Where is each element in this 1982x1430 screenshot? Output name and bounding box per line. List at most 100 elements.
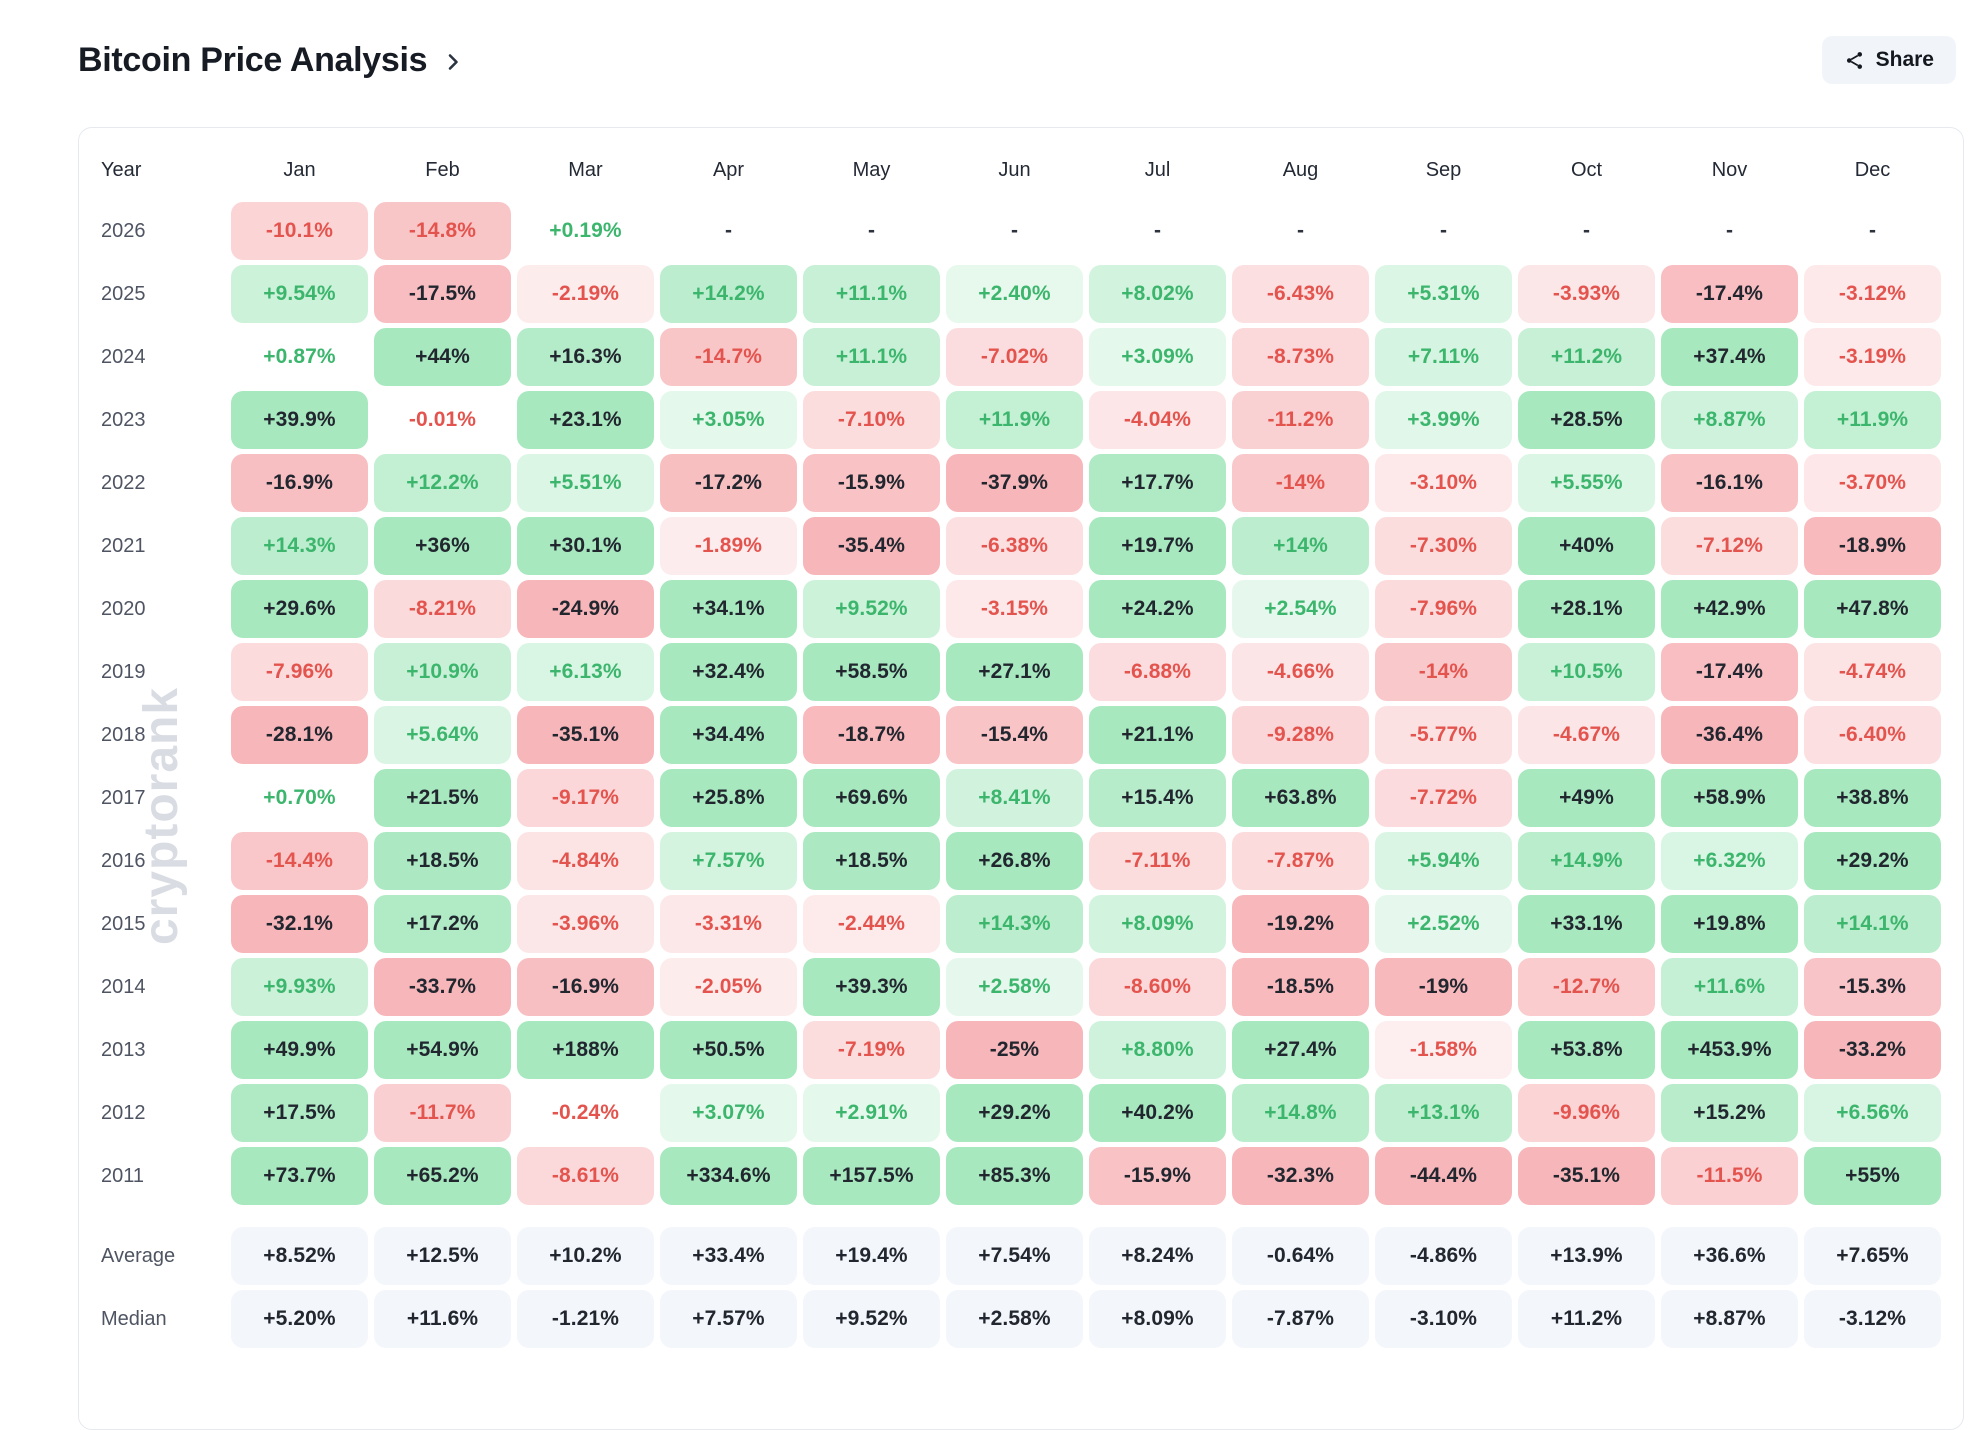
return-cell: -16.9% bbox=[517, 958, 654, 1016]
return-cell: +28.5% bbox=[1518, 391, 1655, 449]
summary-cell: +11.6% bbox=[374, 1290, 511, 1348]
return-cell: +17.7% bbox=[1089, 454, 1226, 512]
return-cell: +73.7% bbox=[231, 1147, 368, 1205]
return-cell: -3.10% bbox=[1375, 454, 1512, 512]
return-cell: +188% bbox=[517, 1021, 654, 1079]
month-header: Dec bbox=[1854, 158, 1891, 181]
year-label: 2018 bbox=[101, 723, 146, 746]
return-cell: -7.12% bbox=[1661, 517, 1798, 575]
return-cell: -19.2% bbox=[1232, 895, 1369, 953]
year-label: 2020 bbox=[101, 597, 146, 620]
return-cell: -4.74% bbox=[1804, 643, 1941, 701]
return-cell: +19.7% bbox=[1089, 517, 1226, 575]
return-cell: -35.1% bbox=[1518, 1147, 1655, 1205]
return-cell: -28.1% bbox=[231, 706, 368, 764]
summary-cell: +12.5% bbox=[374, 1227, 511, 1285]
return-cell: +29.2% bbox=[946, 1084, 1083, 1142]
return-cell: +5.55% bbox=[1518, 454, 1655, 512]
return-cell: +5.94% bbox=[1375, 832, 1512, 890]
chevron-right-icon bbox=[441, 50, 465, 74]
return-cell: -11.2% bbox=[1232, 391, 1369, 449]
return-cell: +18.5% bbox=[374, 832, 511, 890]
summary-cell: +19.4% bbox=[803, 1227, 940, 1285]
return-cell: -7.96% bbox=[231, 643, 368, 701]
return-cell: +14.9% bbox=[1518, 832, 1655, 890]
return-cell: -14% bbox=[1375, 643, 1512, 701]
return-cell: - bbox=[1296, 219, 1305, 242]
return-cell: +14.1% bbox=[1804, 895, 1941, 953]
year-label: 2023 bbox=[101, 408, 146, 431]
summary-cell: -4.86% bbox=[1375, 1227, 1512, 1285]
return-cell: -4.84% bbox=[517, 832, 654, 890]
return-cell: +334.6% bbox=[660, 1147, 797, 1205]
return-cell: +8.87% bbox=[1661, 391, 1798, 449]
return-cell: +14.2% bbox=[660, 265, 797, 323]
return-cell: +5.51% bbox=[517, 454, 654, 512]
return-cell: -35.1% bbox=[517, 706, 654, 764]
return-cell: - bbox=[1439, 219, 1448, 242]
summary-cell: -3.10% bbox=[1375, 1290, 1512, 1348]
summary-rows: Average +8.52% +12.5% +10.2% +33.4% +19.4% +7.… bbox=[101, 1227, 1941, 1348]
return-cell: +34.1% bbox=[660, 580, 797, 638]
return-cell: -36.4% bbox=[1661, 706, 1798, 764]
return-cell: -14% bbox=[1232, 454, 1369, 512]
share-button[interactable]: Share bbox=[1821, 36, 1956, 84]
month-header: Jun bbox=[998, 158, 1031, 181]
return-cell: -3.70% bbox=[1804, 454, 1941, 512]
return-cell: -18.7% bbox=[803, 706, 940, 764]
year-column-header: Year bbox=[101, 158, 142, 181]
return-cell: +7.11% bbox=[1375, 328, 1512, 386]
return-cell: -14.7% bbox=[660, 328, 797, 386]
return-cell: -14.8% bbox=[374, 202, 511, 260]
return-cell: +55% bbox=[1804, 1147, 1941, 1205]
return-cell: -35.4% bbox=[803, 517, 940, 575]
return-cell: +6.56% bbox=[1804, 1084, 1941, 1142]
summary-cell: -3.12% bbox=[1804, 1290, 1941, 1348]
return-cell: - bbox=[724, 219, 733, 242]
year-label: 2017 bbox=[101, 786, 146, 809]
return-cell: +0.87% bbox=[263, 345, 336, 368]
return-cell: -7.87% bbox=[1232, 832, 1369, 890]
return-cell: +39.3% bbox=[803, 958, 940, 1016]
summary-cell: -1.21% bbox=[517, 1290, 654, 1348]
month-header: Aug bbox=[1282, 158, 1319, 181]
return-cell: +9.93% bbox=[231, 958, 368, 1016]
return-cell: +38.8% bbox=[1804, 769, 1941, 827]
return-cell: -11.5% bbox=[1661, 1147, 1798, 1205]
return-cell: -33.7% bbox=[374, 958, 511, 1016]
return-cell: +24.2% bbox=[1089, 580, 1226, 638]
return-cell: +53.8% bbox=[1518, 1021, 1655, 1079]
return-cell: +10.5% bbox=[1518, 643, 1655, 701]
return-cell: +49.9% bbox=[231, 1021, 368, 1079]
return-cell: -0.01% bbox=[408, 408, 477, 431]
return-cell: -15.9% bbox=[803, 454, 940, 512]
return-cell: +54.9% bbox=[374, 1021, 511, 1079]
return-cell: +15.4% bbox=[1089, 769, 1226, 827]
return-cell: -1.58% bbox=[1375, 1021, 1512, 1079]
return-cell: +58.9% bbox=[1661, 769, 1798, 827]
return-cell: -1.89% bbox=[660, 517, 797, 575]
return-cell: -14.4% bbox=[231, 832, 368, 890]
table-header-row: Year Jan Feb Mar Apr May Jun Jul Aug Sep Oct Nov Dec bbox=[101, 148, 1941, 192]
price-table-card: cryptorank Year Jan Feb Mar Apr May Jun Jul Aug S… bbox=[78, 127, 1964, 1430]
return-cell: +15.2% bbox=[1661, 1084, 1798, 1142]
return-cell: +5.64% bbox=[374, 706, 511, 764]
return-cell: +0.19% bbox=[549, 219, 622, 242]
return-cell: -6.38% bbox=[946, 517, 1083, 575]
return-cell: -6.43% bbox=[1232, 265, 1369, 323]
return-cell: +157.5% bbox=[803, 1147, 940, 1205]
title-link[interactable]: Bitcoin Price Analysis bbox=[78, 41, 465, 80]
return-cell: -17.4% bbox=[1661, 643, 1798, 701]
return-cell: -2.19% bbox=[517, 265, 654, 323]
return-cell: +2.54% bbox=[1232, 580, 1369, 638]
return-cell: -0.24% bbox=[551, 1101, 620, 1124]
return-cell: +37.4% bbox=[1661, 328, 1798, 386]
return-cell: -15.3% bbox=[1804, 958, 1941, 1016]
year-label: 2013 bbox=[101, 1038, 146, 1061]
return-cell: -16.9% bbox=[231, 454, 368, 512]
summary-cell: +8.24% bbox=[1089, 1227, 1226, 1285]
return-cell: -9.96% bbox=[1518, 1084, 1655, 1142]
summary-cell: +11.2% bbox=[1518, 1290, 1655, 1348]
return-cell: -7.30% bbox=[1375, 517, 1512, 575]
return-cell: -7.11% bbox=[1089, 832, 1226, 890]
